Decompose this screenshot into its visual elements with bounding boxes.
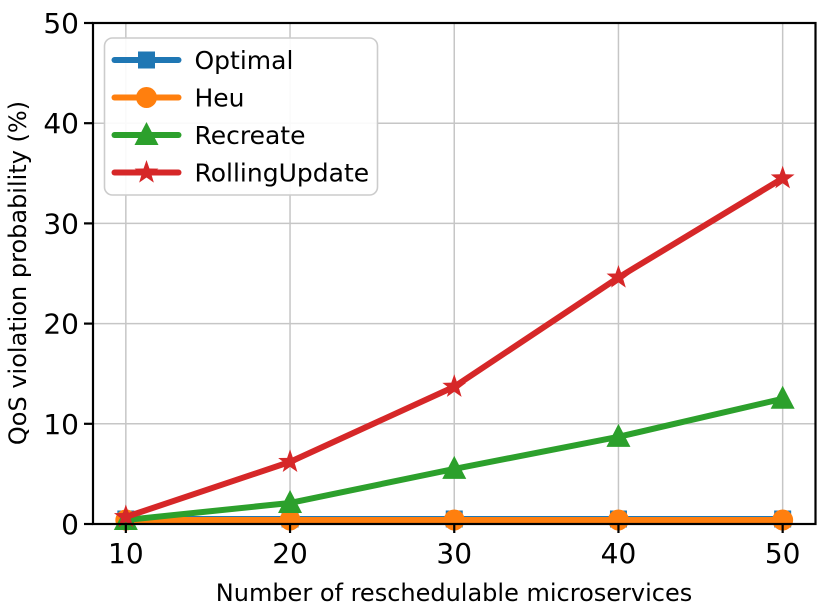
triangle-marker-recreate bbox=[278, 489, 303, 513]
legend-label-recreate: Recreate bbox=[195, 121, 306, 150]
legend: Optimal Heu Recreate RollingUpdate bbox=[103, 37, 379, 196]
y-tick-label: 0 bbox=[61, 508, 79, 541]
y-axis-label: QoS violation probability (%) bbox=[4, 101, 32, 445]
x-axis-label: Number of reschedulable microservices bbox=[216, 579, 692, 607]
y-tick-label: 50 bbox=[43, 7, 79, 40]
legend-label-rollingupdate: RollingUpdate bbox=[195, 159, 370, 188]
legend-item-recreate: Recreate bbox=[111, 121, 306, 150]
series-recreate bbox=[113, 385, 795, 530]
star-marker-rollingupdate bbox=[606, 265, 631, 288]
triangle-marker-recreate bbox=[770, 385, 795, 409]
circle-marker-heu bbox=[279, 509, 301, 531]
triangle-marker-recreate bbox=[442, 455, 467, 479]
star-marker-rollingupdate bbox=[113, 504, 138, 528]
y-tick-label: 40 bbox=[43, 107, 79, 140]
y-tick-label: 20 bbox=[43, 308, 79, 341]
triangle-marker-recreate bbox=[606, 423, 631, 447]
legend-label-heu: Heu bbox=[195, 84, 245, 113]
legend-triangle-marker bbox=[134, 122, 159, 145]
data-series bbox=[113, 165, 795, 531]
x-tick-label: 30 bbox=[436, 537, 472, 570]
y-tick-label: 10 bbox=[43, 408, 79, 441]
star-marker-rollingupdate bbox=[770, 165, 795, 189]
circle-marker-heu bbox=[772, 509, 794, 531]
x-tick-label: 40 bbox=[601, 537, 637, 570]
x-tick-label: 20 bbox=[272, 537, 308, 570]
star-marker-rollingupdate bbox=[442, 374, 467, 397]
legend-item-heu: Heu bbox=[111, 84, 245, 113]
legend-label-optimal: Optimal bbox=[195, 46, 294, 75]
circle-marker-heu bbox=[443, 509, 465, 531]
legend-square-marker bbox=[138, 51, 155, 69]
legend-item-rollingupdate: RollingUpdate bbox=[111, 159, 370, 188]
series-rollingupdate bbox=[113, 165, 795, 528]
legend-star-marker bbox=[134, 160, 159, 183]
legend-item-optimal: Optimal bbox=[111, 46, 294, 75]
y-tick-label: 30 bbox=[43, 207, 79, 240]
axis-ticks: 10 20 30 40 50 0 10 20 30 40 50 bbox=[43, 7, 800, 570]
circle-marker-heu bbox=[607, 509, 629, 531]
x-tick-label: 10 bbox=[108, 537, 144, 570]
star-marker-rollingupdate bbox=[278, 449, 302, 472]
legend-box bbox=[103, 37, 379, 196]
x-tick-label: 50 bbox=[765, 537, 801, 570]
legend-circle-marker bbox=[136, 87, 157, 108]
